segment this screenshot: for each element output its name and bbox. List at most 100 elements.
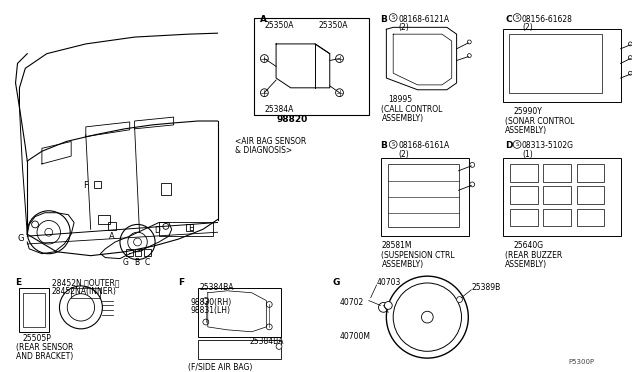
Bar bbox=[134, 249, 141, 256]
Text: (2): (2) bbox=[522, 23, 532, 32]
Bar bbox=[253, 17, 369, 115]
Circle shape bbox=[67, 294, 95, 321]
Text: G: G bbox=[123, 258, 129, 267]
Text: 25505P: 25505P bbox=[22, 334, 51, 343]
Circle shape bbox=[385, 302, 392, 310]
Bar bbox=[126, 249, 132, 256]
Circle shape bbox=[470, 163, 475, 167]
Text: 28581M: 28581M bbox=[381, 241, 412, 250]
Text: 18995: 18995 bbox=[388, 94, 412, 104]
Bar bbox=[145, 249, 151, 256]
Text: 25350A: 25350A bbox=[264, 22, 294, 31]
Circle shape bbox=[203, 298, 209, 304]
Bar bbox=[23, 293, 45, 327]
Text: 08156-61628: 08156-61628 bbox=[522, 15, 573, 24]
Circle shape bbox=[28, 211, 70, 254]
Circle shape bbox=[513, 141, 521, 148]
Text: & DIAGNOSIS>: & DIAGNOSIS> bbox=[235, 146, 292, 155]
Text: E: E bbox=[188, 224, 193, 234]
Bar bbox=[19, 288, 49, 332]
Text: C: C bbox=[145, 258, 150, 267]
Circle shape bbox=[335, 89, 344, 97]
Text: ASSEMBLY): ASSEMBLY) bbox=[381, 260, 424, 269]
Circle shape bbox=[378, 302, 388, 312]
Circle shape bbox=[387, 276, 468, 358]
Bar bbox=[388, 164, 459, 227]
Circle shape bbox=[628, 42, 632, 46]
Text: 25640G: 25640G bbox=[513, 241, 543, 250]
Text: 40702: 40702 bbox=[339, 298, 364, 307]
Bar bbox=[186, 224, 193, 231]
Text: B: B bbox=[381, 15, 387, 24]
Text: 28452NA(INNER): 28452NA(INNER) bbox=[52, 287, 116, 296]
Text: 08168-6161A: 08168-6161A bbox=[398, 141, 449, 151]
Text: (SONAR CONTROL: (SONAR CONTROL bbox=[506, 117, 575, 126]
Bar bbox=[509, 34, 602, 93]
Text: 25384A: 25384A bbox=[264, 105, 294, 114]
Bar bbox=[543, 164, 571, 182]
Text: 98831(LH): 98831(LH) bbox=[190, 307, 230, 315]
Circle shape bbox=[389, 14, 397, 22]
Bar bbox=[504, 29, 621, 102]
Text: 98820: 98820 bbox=[276, 115, 307, 124]
Text: 25990Y: 25990Y bbox=[513, 108, 542, 116]
Text: 40703: 40703 bbox=[376, 278, 401, 287]
Bar bbox=[577, 209, 604, 227]
Text: (REAR SENSOR: (REAR SENSOR bbox=[15, 343, 73, 353]
Bar bbox=[108, 222, 116, 230]
Bar bbox=[577, 186, 604, 204]
Text: ASSEMBLY): ASSEMBLY) bbox=[381, 114, 424, 123]
Circle shape bbox=[128, 232, 147, 252]
Circle shape bbox=[628, 56, 632, 60]
Text: ASSEMBLY): ASSEMBLY) bbox=[506, 126, 548, 135]
Circle shape bbox=[266, 302, 272, 307]
Bar bbox=[510, 186, 538, 204]
Circle shape bbox=[335, 55, 344, 62]
Text: D: D bbox=[154, 227, 160, 235]
Text: 25384BA: 25384BA bbox=[250, 337, 284, 346]
Text: ASSEMBLY): ASSEMBLY) bbox=[506, 260, 548, 269]
Circle shape bbox=[163, 224, 169, 229]
Text: <AIR BAG SENSOR: <AIR BAG SENSOR bbox=[235, 137, 307, 145]
Circle shape bbox=[134, 238, 141, 246]
Circle shape bbox=[260, 89, 268, 97]
Circle shape bbox=[45, 228, 52, 236]
Text: (2): (2) bbox=[398, 150, 409, 159]
Text: D: D bbox=[506, 141, 513, 151]
Text: S: S bbox=[516, 142, 518, 147]
Circle shape bbox=[513, 14, 521, 22]
Circle shape bbox=[393, 283, 461, 351]
Circle shape bbox=[422, 311, 433, 323]
Text: F: F bbox=[83, 180, 88, 189]
Bar bbox=[381, 158, 469, 236]
Text: (2): (2) bbox=[398, 23, 409, 32]
Text: F: F bbox=[179, 278, 184, 287]
Text: S: S bbox=[392, 15, 395, 20]
Text: C: C bbox=[506, 15, 512, 24]
Circle shape bbox=[389, 141, 397, 148]
Circle shape bbox=[276, 343, 282, 349]
Circle shape bbox=[260, 55, 268, 62]
Bar bbox=[510, 164, 538, 182]
Text: G: G bbox=[17, 234, 24, 243]
Circle shape bbox=[31, 221, 38, 228]
Circle shape bbox=[467, 54, 471, 58]
Text: (CALL CONTROL: (CALL CONTROL bbox=[381, 105, 443, 114]
Text: B: B bbox=[381, 141, 387, 151]
Text: 28452N 〈OUTER〉: 28452N 〈OUTER〉 bbox=[52, 278, 119, 287]
Circle shape bbox=[628, 71, 632, 75]
Bar bbox=[93, 180, 101, 188]
Text: 08168-6121A: 08168-6121A bbox=[398, 15, 449, 24]
Text: S: S bbox=[516, 15, 518, 20]
Text: 40700M: 40700M bbox=[339, 332, 371, 341]
Circle shape bbox=[60, 286, 102, 329]
Circle shape bbox=[266, 324, 272, 330]
Bar bbox=[543, 209, 571, 227]
Text: P5300P: P5300P bbox=[569, 359, 595, 365]
Circle shape bbox=[467, 40, 471, 44]
Text: (F/SIDE AIR BAG): (F/SIDE AIR BAG) bbox=[188, 363, 253, 372]
Circle shape bbox=[203, 319, 209, 325]
Text: A: A bbox=[259, 15, 266, 24]
Bar bbox=[159, 222, 212, 236]
Text: AND BRACKET): AND BRACKET) bbox=[15, 352, 73, 361]
